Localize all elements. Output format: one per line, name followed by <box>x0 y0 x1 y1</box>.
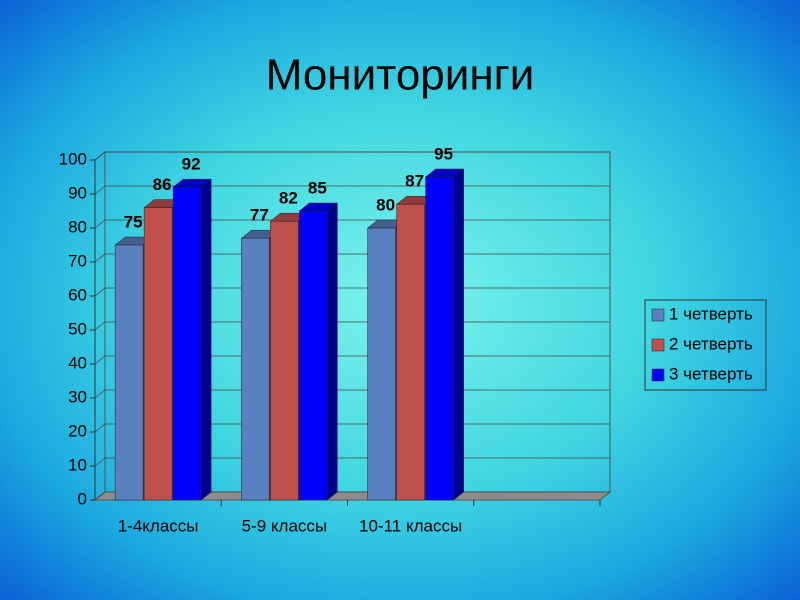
bar-side <box>327 202 338 501</box>
legend-label: 3 четверть <box>669 364 753 383</box>
bar <box>270 220 299 501</box>
value-label: 80 <box>376 195 395 214</box>
grid-line-side <box>94 151 106 161</box>
value-label: 86 <box>153 175 172 194</box>
y-tick-label: 70 <box>68 251 87 270</box>
value-label: 87 <box>405 172 424 191</box>
y-tick-label: 50 <box>68 319 87 338</box>
y-tick-label: 80 <box>68 217 87 236</box>
y-tick-label: 20 <box>68 421 87 440</box>
bar <box>299 210 328 501</box>
grid-line-side <box>94 321 106 331</box>
y-tick-label: 100 <box>59 149 87 168</box>
y-tick-label: 10 <box>68 455 87 474</box>
grid-line-side <box>94 491 106 501</box>
bar <box>241 237 270 501</box>
legend-box <box>644 299 767 391</box>
legend-swatch <box>651 308 665 322</box>
x-tick-label: 1-4классы <box>118 516 199 535</box>
value-label: 95 <box>434 144 453 163</box>
grid-line-side <box>94 219 106 229</box>
grid-line-side <box>94 457 106 467</box>
value-label: 92 <box>182 155 201 174</box>
value-label: 82 <box>279 189 298 208</box>
y-tick-label: 30 <box>68 387 87 406</box>
grid-line-side <box>94 389 106 399</box>
legend-swatch <box>651 338 665 352</box>
bar <box>396 203 425 501</box>
y-tick-label: 60 <box>68 285 87 304</box>
bar <box>425 176 454 501</box>
grid-line-side <box>94 423 106 433</box>
chart-title: Мониторинги <box>266 51 535 100</box>
bar <box>172 186 202 501</box>
legend-label: 2 четверть <box>669 334 753 353</box>
bar <box>114 244 144 501</box>
value-label: 75 <box>124 212 143 231</box>
x-tick-label: 5-9 классы <box>242 516 328 535</box>
bar <box>143 207 173 501</box>
bar <box>367 227 396 501</box>
x-tick-label: 10-11 классы <box>359 516 462 535</box>
grid-line-side <box>94 185 106 195</box>
grid-line-side <box>94 253 106 263</box>
grid-line-side <box>94 287 106 297</box>
value-label: 85 <box>308 178 327 197</box>
legend-swatch <box>651 368 665 382</box>
bar-side <box>453 168 464 501</box>
y-tick-label: 0 <box>78 489 87 508</box>
legend-label: 1 четверть <box>669 304 753 323</box>
grid-line-side <box>94 355 106 365</box>
bar-side <box>200 178 212 501</box>
y-tick-label: 40 <box>68 353 87 372</box>
y-tick-label: 90 <box>68 183 87 202</box>
value-label: 77 <box>250 206 269 225</box>
